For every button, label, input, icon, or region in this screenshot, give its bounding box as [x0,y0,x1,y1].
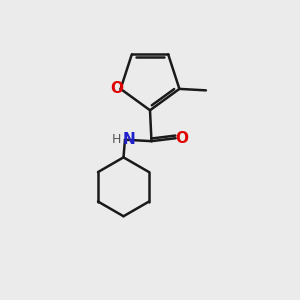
Text: O: O [111,81,124,96]
Text: H: H [112,133,122,146]
Text: O: O [176,131,189,146]
Text: N: N [122,132,135,147]
